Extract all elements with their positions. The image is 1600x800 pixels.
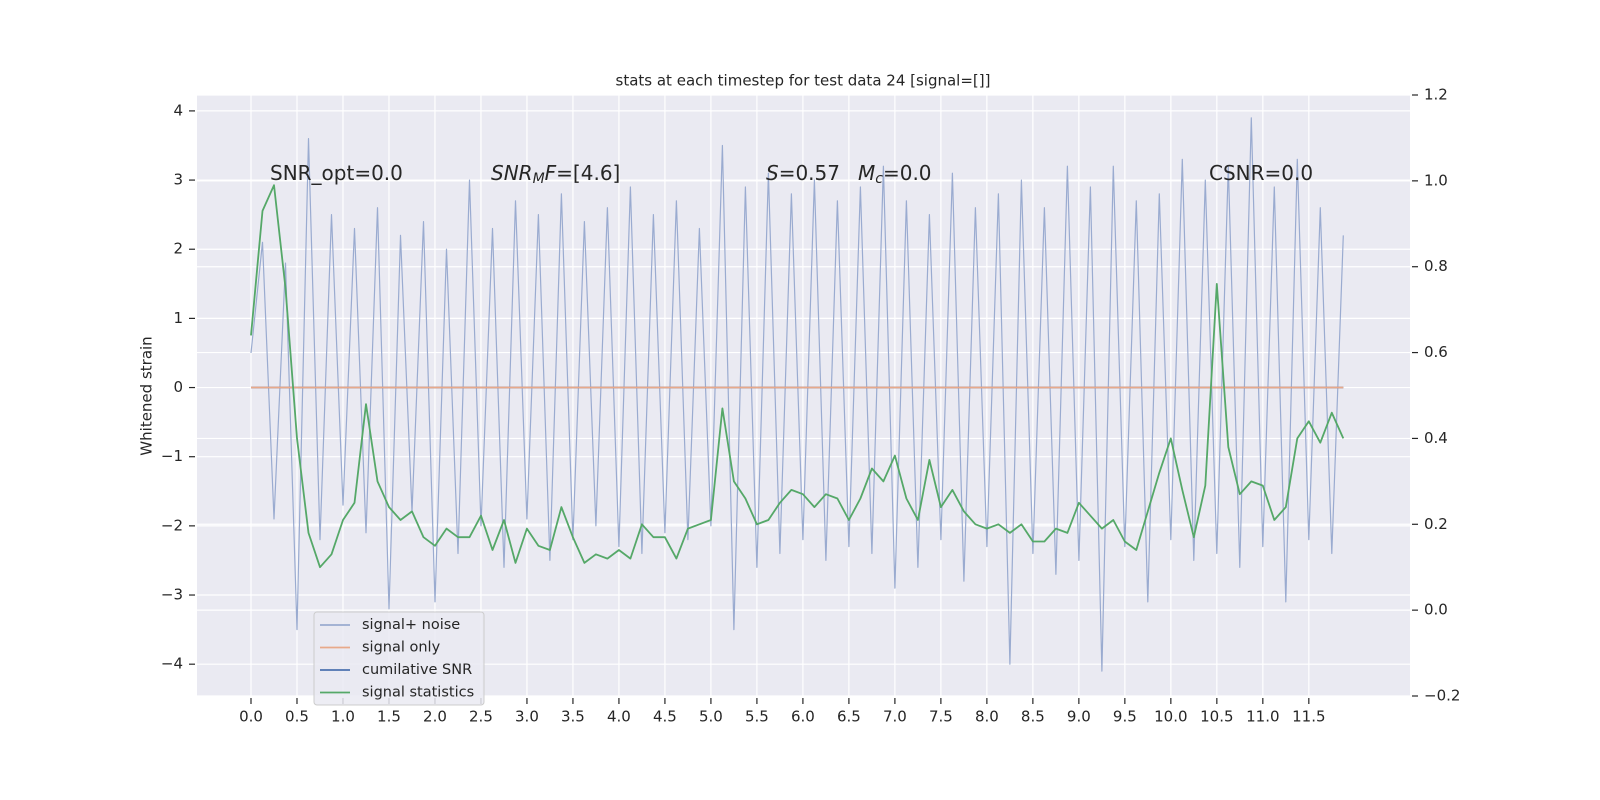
x-tick-label: 4.5 (653, 708, 677, 726)
legend-label: signal only (362, 640, 441, 656)
annotation-part: =0.57 (779, 161, 840, 185)
x-tick-label: 0.0 (239, 708, 263, 726)
y-tick-label: 0 (173, 378, 183, 396)
legend-label: signal+ noise (362, 617, 460, 633)
y2-tick-label: 0.4 (1424, 429, 1448, 447)
annotation-part: =0.0 (883, 161, 932, 185)
y2-tick-label: 1.0 (1424, 171, 1448, 189)
annotation: Mc=0.0 (858, 161, 932, 188)
annotation-part: F (545, 161, 557, 185)
x-tick-label: 5.5 (745, 708, 769, 726)
y-axis-label: Whitened strain (138, 336, 156, 455)
x-tick-label: 9.0 (1067, 708, 1091, 726)
x-tick-label: 2.0 (423, 708, 447, 726)
y-tick-label: −4 (161, 655, 183, 673)
annotation-part: SNR (491, 161, 533, 185)
annotation-part: M (533, 171, 545, 187)
y-tick-label: −1 (161, 447, 183, 465)
legend-box (313, 611, 485, 706)
annotation-part: c (875, 171, 883, 187)
y2-tick-label: 0.0 (1424, 601, 1448, 619)
y2-tick-label: 0.8 (1424, 257, 1448, 275)
x-tick-label: 6.0 (791, 708, 815, 726)
marks (250, 117, 1345, 672)
x-tick-label: 10.0 (1154, 708, 1187, 726)
legend-label: signal statistics (362, 685, 474, 701)
annotation: CSNR=0.0 (1209, 161, 1313, 185)
y-tick-label: 4 (173, 101, 183, 119)
x-tick-label: 4.0 (607, 708, 631, 726)
annotation-part: CSNR=0.0 (1209, 161, 1313, 185)
y2-tick-label: −0.2 (1424, 687, 1460, 705)
x-tick-label: 3.5 (561, 708, 585, 726)
x-tick-label: 8.5 (1021, 708, 1045, 726)
x-tick-label: 9.5 (1113, 708, 1137, 726)
x-tick-label: 5.0 (699, 708, 723, 726)
x-tick-label: 2.5 (469, 708, 493, 726)
y-tick-label: 2 (173, 240, 183, 258)
annotation-part: SNR_opt=0.0 (270, 161, 403, 185)
annotation: SNRMF=[4.6] (491, 161, 620, 188)
y-tick-label: −2 (161, 516, 183, 534)
x-tick-label: 6.5 (837, 708, 861, 726)
x-tick-label: 11.5 (1292, 708, 1325, 726)
y-tick-label: 1 (173, 309, 183, 327)
chart-title: stats at each timestep for test data 24 … (616, 72, 991, 90)
annotation-part: M (858, 161, 875, 185)
annotation-part: S (766, 161, 779, 185)
grid (197, 94, 1410, 697)
series-line (250, 117, 1344, 672)
x-tick-label: 7.5 (929, 708, 953, 726)
annotation: S=0.57 (766, 161, 840, 185)
x-tick-label: 11.0 (1246, 708, 1279, 726)
series-line (250, 184, 1345, 569)
annotation-part: =[4.6] (556, 161, 620, 185)
y2-tick-label: 0.2 (1424, 515, 1448, 533)
x-tick-label: 10.5 (1200, 708, 1233, 726)
y2-tick-label: 1.2 (1424, 86, 1448, 104)
x-tick-label: 0.5 (285, 708, 309, 726)
legend-label: cumilative SNR (362, 662, 472, 678)
y2-tick-label: 0.6 (1424, 343, 1448, 361)
x-tick-label: 3.0 (515, 708, 539, 726)
y-tick-label: 3 (173, 171, 183, 189)
annotation: SNR_opt=0.0 (270, 161, 403, 185)
x-tick-label: 7.0 (883, 708, 907, 726)
x-tick-label: 1.5 (377, 708, 401, 726)
x-tick-label: 1.0 (331, 708, 355, 726)
x-tick-label: 8.0 (975, 708, 999, 726)
y-tick-label: −3 (161, 586, 183, 604)
